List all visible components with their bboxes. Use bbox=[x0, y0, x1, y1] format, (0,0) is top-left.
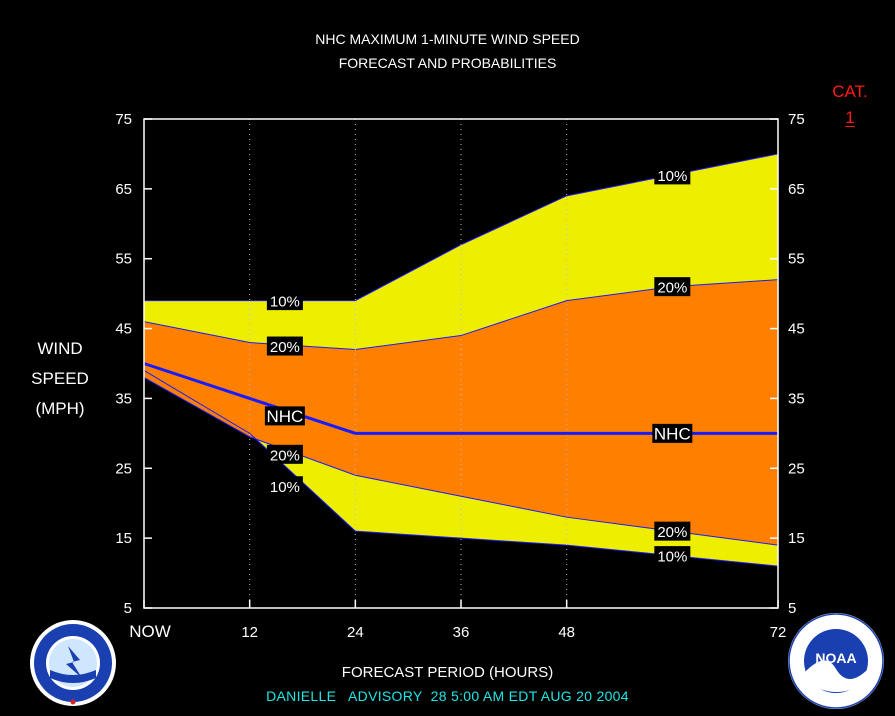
band-label-10pct-9: 10% bbox=[657, 549, 687, 566]
y-tick-label-left-25: 25 bbox=[115, 460, 132, 477]
band-label-bg-5 bbox=[654, 165, 691, 185]
y-axis-label-line1: WIND bbox=[37, 339, 83, 358]
y-tick-label-left-35: 35 bbox=[115, 390, 132, 407]
band-label-10pct-5: 10% bbox=[657, 168, 687, 185]
noaa-logo: NOAA bbox=[788, 613, 884, 709]
band-label-bg-6 bbox=[654, 277, 691, 297]
y-tick-label-right-75: 75 bbox=[788, 111, 805, 128]
x-axis-label: FORECAST PERIOD (HOURS) bbox=[341, 664, 554, 681]
band-label-bg-4 bbox=[266, 476, 303, 496]
y-axis-label-line2: SPEED bbox=[31, 369, 89, 388]
band-label-nhc-7: NHC bbox=[654, 424, 691, 443]
y-tick-label-right-55: 55 bbox=[788, 251, 805, 268]
y-tick-label-left-45: 45 bbox=[115, 321, 132, 338]
y-tick-label-left-15: 15 bbox=[115, 530, 132, 547]
band-label-20pct-8: 20% bbox=[657, 524, 687, 541]
category-label: CAT. bbox=[832, 82, 868, 101]
band-label-20pct-3: 20% bbox=[270, 447, 300, 464]
y-tick-label-left-75: 75 bbox=[115, 111, 132, 128]
band-label-20pct-1: 20% bbox=[270, 339, 300, 356]
svg-text:NOAA: NOAA bbox=[815, 650, 856, 666]
advisory-text: DANIELLE ADVISORY 28 5:00 AM EDT AUG 20 … bbox=[266, 688, 629, 704]
x-tick-label-72: 72 bbox=[770, 624, 787, 641]
band-label-10pct-4: 10% bbox=[270, 479, 300, 496]
y-tick-label-right-5: 5 bbox=[788, 600, 796, 617]
x-tick-label-12: 12 bbox=[241, 624, 258, 641]
band-label-nhc-2: NHC bbox=[266, 407, 303, 426]
band-label-bg-3 bbox=[266, 444, 303, 464]
band-label-bg-1 bbox=[266, 336, 303, 356]
y-tick-label-right-35: 35 bbox=[788, 390, 805, 407]
x-tick-label-48: 48 bbox=[558, 624, 575, 641]
band-label-bg-2 bbox=[264, 406, 305, 426]
x-tick-label-NOW: NOW bbox=[129, 622, 171, 641]
band-label-20pct-6: 20% bbox=[657, 280, 687, 297]
y-tick-label-right-45: 45 bbox=[788, 321, 805, 338]
chart-title-line1: NHC MAXIMUM 1-MINUTE WIND SPEED bbox=[315, 31, 580, 47]
y-tick-label-right-15: 15 bbox=[788, 530, 805, 547]
x-tick-label-36: 36 bbox=[453, 624, 470, 641]
y-axis-label-line3: (MPH) bbox=[35, 399, 85, 418]
y-tick-label-right-65: 65 bbox=[788, 181, 805, 198]
y-tick-label-left-65: 65 bbox=[115, 181, 132, 198]
band-label-10pct-0: 10% bbox=[270, 294, 300, 311]
chart-title-line2: FORECAST AND PROBABILITIES bbox=[338, 55, 557, 71]
x-tick-label-24: 24 bbox=[347, 624, 364, 641]
band-label-bg-8 bbox=[654, 521, 691, 541]
category-value: 1 bbox=[845, 108, 855, 127]
band-label-bg-7 bbox=[652, 423, 693, 443]
band-label-bg-0 bbox=[266, 291, 303, 311]
y-tick-label-left-5: 5 bbox=[124, 600, 132, 617]
y-tick-label-right-25: 25 bbox=[788, 460, 805, 477]
y-tick-label-left-55: 55 bbox=[115, 251, 132, 268]
band-label-bg-9 bbox=[654, 546, 691, 566]
nws-logo bbox=[30, 620, 116, 706]
